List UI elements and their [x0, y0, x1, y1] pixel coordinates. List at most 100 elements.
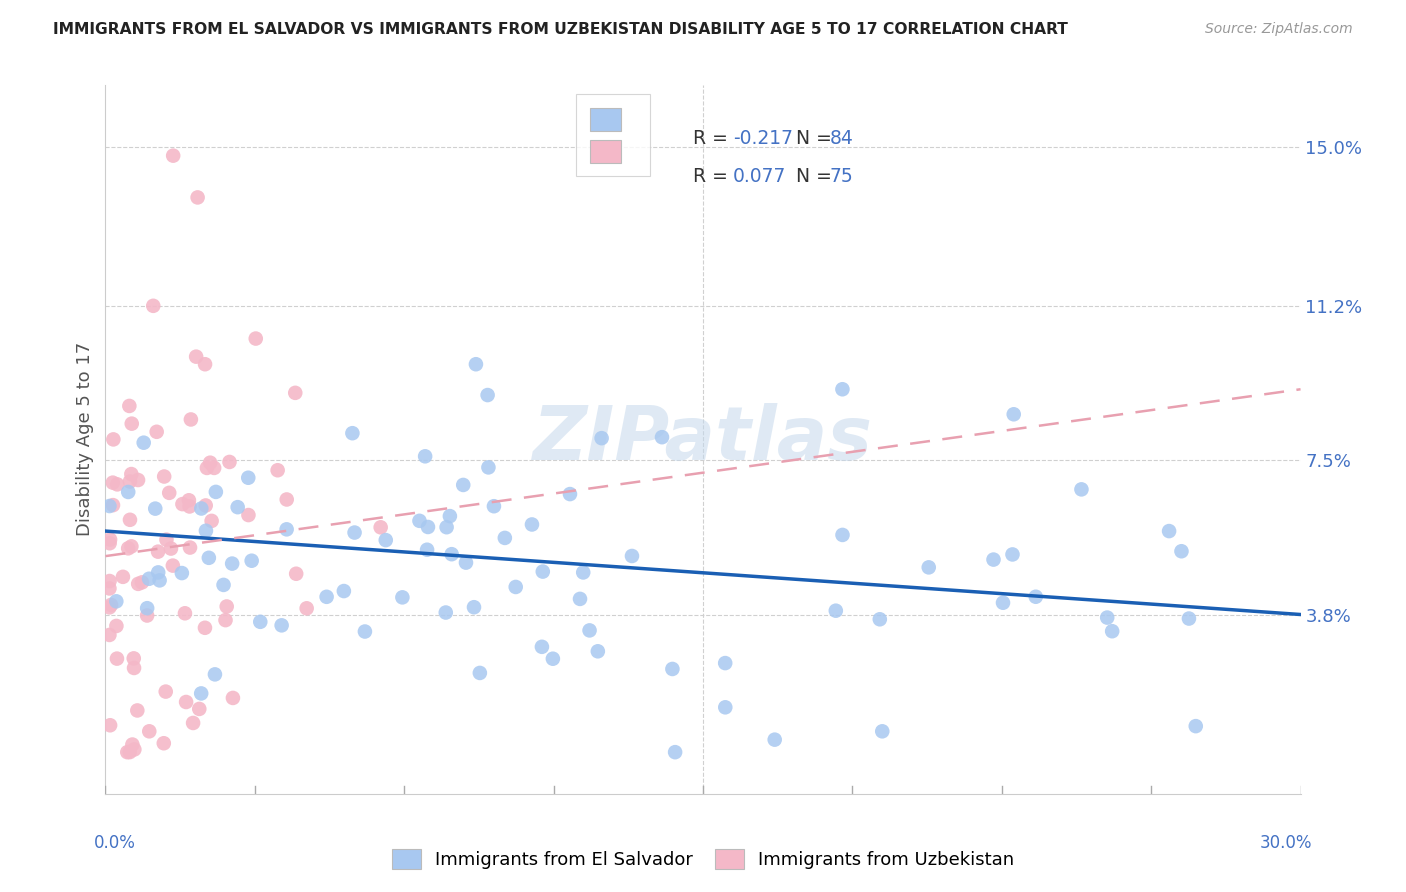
Point [620, 549, 643, 563]
Point [120, 467, 142, 481]
Point [148, 566, 170, 580]
Point [98, 574, 121, 588]
Point [270, 618, 292, 632]
Point [179, 541, 201, 555]
Point [591, 431, 613, 445]
Point [138, 572, 160, 586]
Point [146, 544, 169, 558]
Point [117, 485, 139, 500]
Point [170, 566, 193, 580]
Point [872, 724, 894, 739]
Point [101, 498, 124, 512]
Point [831, 528, 853, 542]
Point [285, 566, 308, 581]
Point [249, 615, 271, 629]
Point [342, 426, 364, 441]
Point [569, 591, 592, 606]
Point [118, 475, 141, 489]
Point [194, 357, 217, 371]
Point [118, 399, 141, 413]
Point [98, 533, 121, 547]
Point [451, 478, 474, 492]
Point [1170, 544, 1192, 558]
Point [831, 382, 853, 396]
Point [98, 600, 121, 615]
Point [131, 575, 153, 590]
Point [434, 606, 457, 620]
Point [179, 500, 201, 514]
Point [763, 732, 786, 747]
Point [463, 600, 485, 615]
Point [714, 656, 737, 670]
Point [118, 513, 141, 527]
Text: ZIPatlas: ZIPatlas [533, 403, 873, 475]
Point [198, 456, 221, 470]
Point [105, 619, 128, 633]
Point [520, 517, 543, 532]
Point [121, 417, 143, 431]
Point [204, 667, 226, 681]
Point [136, 601, 159, 615]
Point [1001, 548, 1024, 562]
Point [222, 690, 245, 705]
Point [238, 471, 260, 485]
Point [714, 700, 737, 714]
Point [245, 332, 267, 346]
Point [664, 745, 686, 759]
Text: -0.217: -0.217 [733, 129, 793, 148]
Point [142, 299, 165, 313]
Point [103, 433, 125, 447]
Point [98, 499, 121, 513]
Point [651, 430, 673, 444]
Point [180, 412, 202, 426]
Point [454, 556, 477, 570]
Point [413, 450, 436, 464]
Text: 30.0%: 30.0% [1260, 834, 1312, 852]
Point [194, 621, 217, 635]
Point [174, 607, 197, 621]
Point [101, 475, 124, 490]
Text: N =: N = [796, 167, 838, 186]
Text: 0.077: 0.077 [733, 167, 786, 186]
Point [188, 702, 211, 716]
Point [869, 612, 891, 626]
Point [391, 591, 413, 605]
Text: 75: 75 [830, 167, 853, 186]
Point [284, 385, 307, 400]
Point [127, 473, 149, 487]
Point [215, 599, 238, 614]
Point [482, 500, 505, 514]
Point [541, 651, 564, 665]
Point [333, 584, 356, 599]
Point [194, 524, 217, 538]
Point [105, 477, 128, 491]
Point [143, 501, 166, 516]
Point [494, 531, 516, 545]
Point [354, 624, 377, 639]
Point [531, 565, 554, 579]
Point [145, 425, 167, 439]
Point [240, 554, 263, 568]
Point [202, 461, 225, 475]
Point [98, 536, 121, 550]
Point [1101, 624, 1123, 639]
Point [1070, 483, 1092, 497]
Point [162, 558, 184, 573]
Legend: , : , [576, 95, 651, 177]
Point [181, 715, 204, 730]
Point [127, 577, 149, 591]
Point [416, 520, 439, 534]
Point [174, 695, 197, 709]
Point [205, 484, 228, 499]
Point [194, 499, 217, 513]
Point [98, 582, 121, 596]
Point [572, 566, 595, 580]
Point [468, 665, 491, 680]
Point [118, 745, 141, 759]
Legend: Immigrants from El Salvador, Immigrants from Uzbekistan: Immigrants from El Salvador, Immigrants … [382, 839, 1024, 879]
Point [149, 574, 172, 588]
Point [295, 601, 318, 615]
Point [201, 514, 224, 528]
Point [177, 493, 200, 508]
Point [160, 541, 183, 556]
